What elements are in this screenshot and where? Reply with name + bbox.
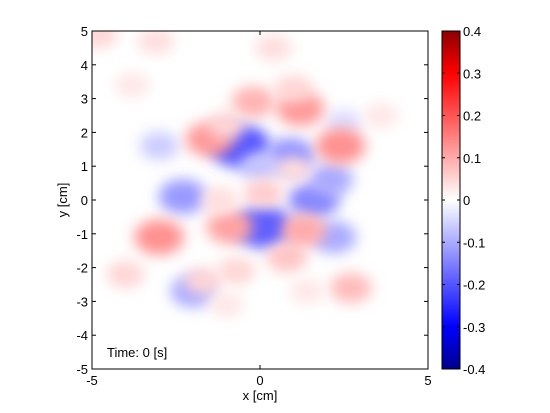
positive-field-region [329, 272, 372, 303]
negative-field-region [139, 131, 179, 160]
positive-field-region [209, 292, 244, 318]
positive-field-region [363, 103, 399, 128]
colorbar-frame [441, 30, 461, 370]
negative-field-region [234, 205, 293, 249]
x-tick-label: 0 [256, 373, 263, 388]
positive-field-region [231, 86, 276, 118]
x-axis-ticks: -5 0 5 [86, 31, 432, 388]
y-tick-label: 5 [81, 24, 88, 39]
positive-field-region [206, 210, 254, 244]
positive-field-region [217, 257, 256, 285]
positive-field-region [315, 128, 366, 164]
positive-field-region [115, 72, 150, 98]
colorbar-tick-label: 0.3 [463, 66, 481, 81]
positive-field-region [281, 214, 327, 247]
y-axis-ticks: 5 4 3 2 1 0 -1 -2 -3 -4 -5 [76, 24, 428, 377]
positive-field-region [275, 156, 312, 183]
positive-field-region [207, 112, 246, 140]
plot-area: -5 0 5 5 4 3 2 1 0 -1 -2 -3 -4 -5 Time: 0 [s] [76, 24, 432, 388]
positive-field-region [289, 278, 325, 304]
heatmap-layer [92, 31, 399, 318]
y-tick-label: -3 [76, 294, 88, 309]
y-tick-label: -2 [76, 261, 88, 276]
positive-field-region [255, 34, 292, 61]
positive-field-region [266, 242, 308, 273]
colorbar-gradient [442, 31, 460, 369]
negative-field-region [239, 151, 281, 181]
x-axis-label: x [cm] [243, 388, 278, 403]
positive-field-region [106, 260, 145, 288]
y-tick-label: 3 [81, 92, 88, 107]
colorbar: 0.4 0.3 0.2 0.1 0 -0.1 -0.2 -0.3 -0.4 [441, 24, 485, 377]
y-tick-label: 1 [81, 159, 88, 174]
y-tick-label: -1 [76, 227, 88, 242]
colorbar-tick-label: -0.4 [463, 362, 485, 377]
colorbar-tick-label: 0.2 [463, 109, 481, 124]
colorbar-tick-label: -0.1 [463, 235, 485, 250]
x-tick-label: 5 [424, 373, 431, 388]
time-annotation: Time: 0 [s] [107, 345, 167, 360]
colorbar-ticks: 0.4 0.3 0.2 0.1 0 -0.1 -0.2 -0.3 -0.4 [442, 24, 485, 377]
positive-field-region [184, 267, 222, 295]
y-tick-label: -5 [76, 362, 88, 377]
positive-field-region [134, 219, 184, 255]
y-tick-label: 2 [81, 125, 88, 140]
colorbar-tick-label: -0.2 [463, 278, 485, 293]
colorbar-tick-label: -0.3 [463, 320, 485, 335]
y-axis-label: y [cm] [55, 183, 70, 218]
y-tick-label: 4 [81, 58, 88, 73]
colorbar-tick-label: 0.4 [463, 24, 481, 39]
colorbar-tick-label: 0 [463, 193, 470, 208]
positive-field-region [92, 31, 118, 48]
positive-field-region [274, 75, 313, 102]
positive-field-region [201, 187, 238, 213]
positive-field-region [137, 31, 174, 55]
positive-field-region [243, 179, 283, 208]
negative-field-region [158, 179, 207, 214]
y-tick-label: -4 [76, 328, 88, 343]
negative-field-region [308, 163, 354, 196]
colorbar-tick-label: 0.1 [463, 151, 481, 166]
x-tick-label: -5 [86, 373, 98, 388]
y-tick-label: 0 [81, 193, 88, 208]
